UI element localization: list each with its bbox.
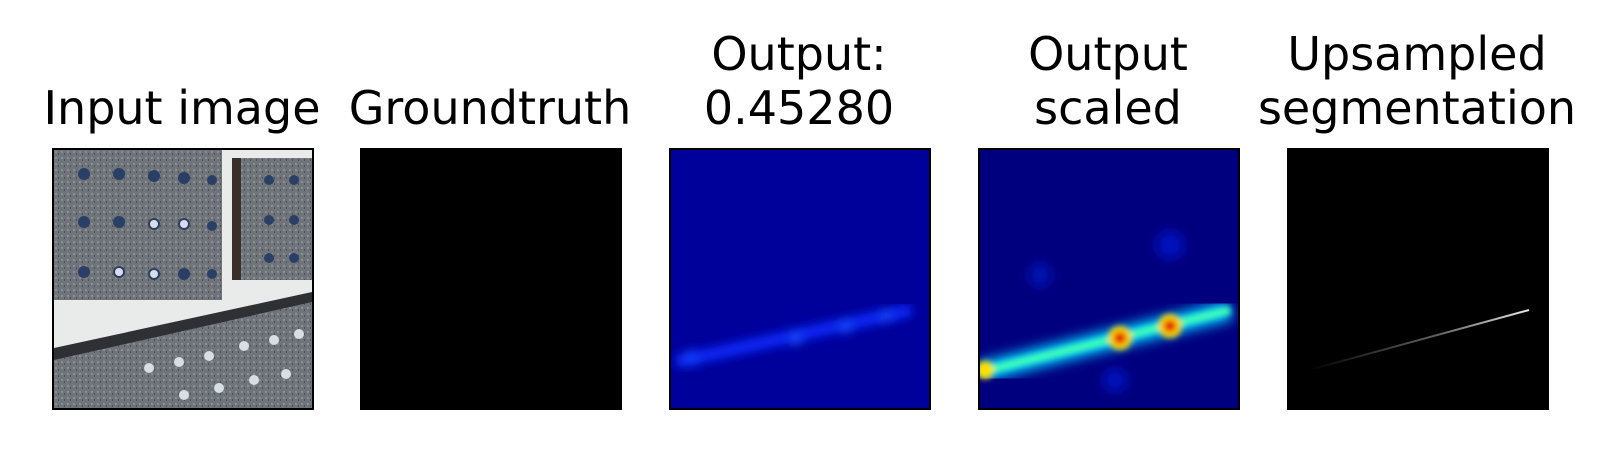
panel-title: Groundtruth: [348, 81, 632, 135]
panel-upsampled-segmentation: Upsampled segmentation: [1258, 0, 1576, 449]
output-heatmap: [669, 148, 931, 410]
upsampled-segmentation-image: [1287, 148, 1549, 410]
panel-groundtruth: Groundtruth: [349, 0, 631, 449]
groundtruth-mask: [360, 148, 622, 410]
output-scaled-heatmap: [978, 148, 1240, 410]
panel-input-image: Input image: [43, 0, 321, 449]
panel-title: Output scaled: [1028, 27, 1188, 135]
upsampled-segmentation-drawing: [1289, 150, 1547, 408]
panel-output: Output: 0.45280: [669, 0, 931, 449]
input-image: [52, 148, 314, 410]
panel-title: Output: 0.45280: [703, 27, 895, 135]
groundtruth-drawing: [362, 150, 620, 408]
panel-title: Upsampled segmentation: [1257, 27, 1577, 135]
output-heatmap-drawing: [671, 150, 929, 408]
panel-output-scaled: Output scaled: [978, 0, 1240, 449]
input-photo-drawing: [54, 150, 312, 408]
output-scaled-drawing: [980, 150, 1238, 408]
panel-title: Input image: [43, 81, 321, 135]
